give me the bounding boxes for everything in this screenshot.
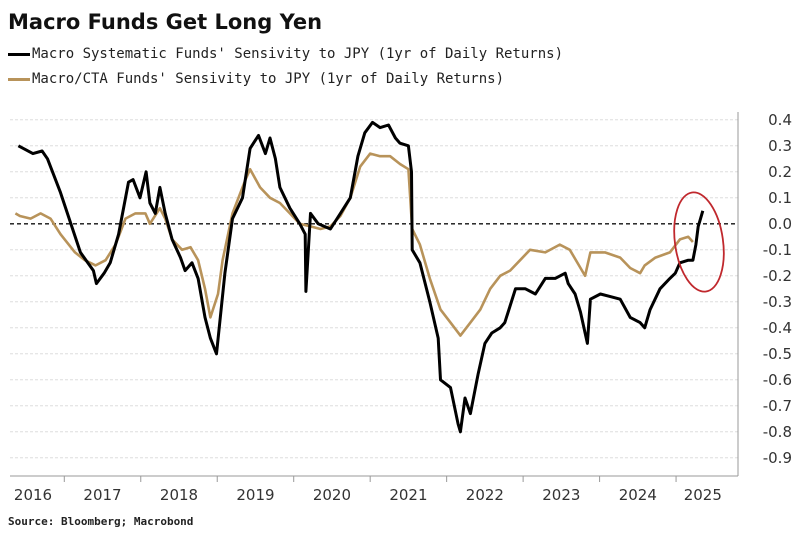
- highlight-ellipse: [673, 191, 725, 293]
- y-tick-label: -0.1: [763, 241, 792, 259]
- x-tick-label: 2017: [83, 486, 121, 504]
- legend-item-systematic: Macro Systematic Funds' Sensivity to JPY…: [8, 46, 563, 62]
- y-tick-label: 0.1: [768, 189, 792, 207]
- y-tick-label: 0.4: [768, 111, 792, 129]
- legend-swatch-black: [8, 52, 30, 56]
- y-tick-label: -0.2: [763, 267, 792, 285]
- series-line-macro-systematic: [17, 120, 705, 434]
- legend-item-cta: Macro/CTA Funds' Sensivity to JPY (1yr o…: [8, 71, 504, 87]
- y-tick-label: -0.7: [763, 397, 792, 415]
- y-tick-label: 0.2: [768, 163, 792, 181]
- x-tick-label: 2023: [542, 486, 580, 504]
- legend-label: Macro/CTA Funds' Sensivity to JPY (1yr o…: [32, 71, 505, 87]
- y-tick-label: -0.8: [763, 423, 792, 441]
- x-tick-label: 2020: [313, 486, 351, 504]
- y-tick-label: 0.3: [768, 137, 792, 155]
- x-tick-label: 2024: [619, 486, 657, 504]
- chart-title: Macro Funds Get Long Yen: [8, 10, 323, 34]
- y-tick-label: -0.5: [763, 345, 792, 363]
- x-tick-label: 2021: [389, 486, 427, 504]
- y-tick-label: -0.6: [763, 371, 792, 389]
- legend-swatch-gold: [8, 77, 30, 81]
- source-note: Source: Bloomberg; Macrobond: [8, 515, 194, 528]
- x-tick-label: 2022: [466, 486, 504, 504]
- x-tick-label: 2025: [684, 486, 722, 504]
- y-tick-label: -0.4: [763, 319, 792, 337]
- y-tick-label: -0.3: [763, 293, 792, 311]
- legend-label: Macro Systematic Funds' Sensivity to JPY…: [32, 46, 564, 62]
- x-tick-label: 2018: [160, 486, 198, 504]
- y-tick-label: -0.9: [763, 449, 792, 467]
- x-tick-label: 2016: [14, 486, 52, 504]
- y-tick-label: 0.0: [768, 215, 792, 233]
- x-tick-label: 2019: [236, 486, 274, 504]
